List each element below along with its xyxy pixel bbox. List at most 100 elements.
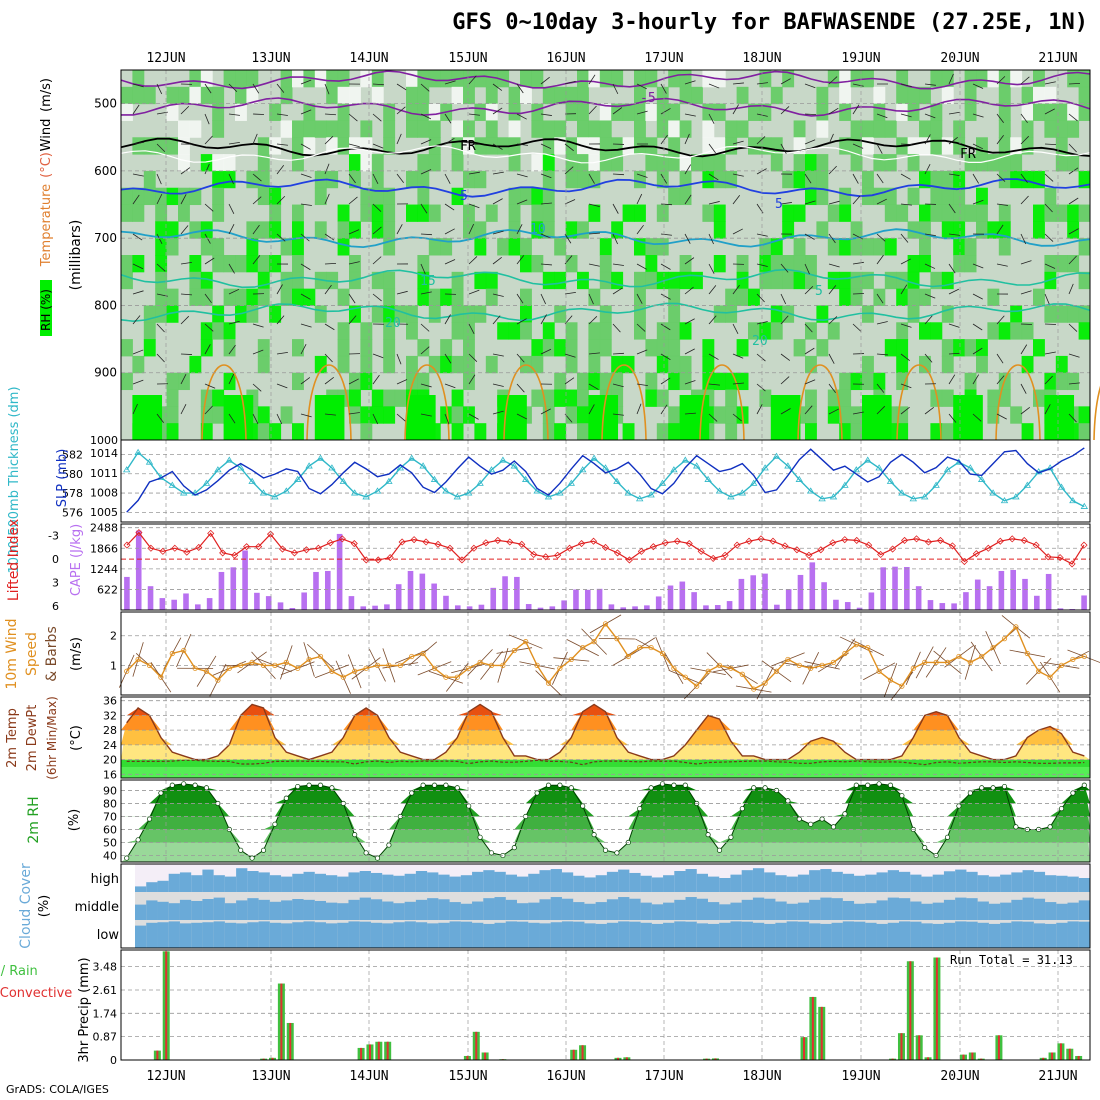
rh-cell [827, 271, 840, 290]
wind-barb [228, 83, 238, 92]
cape-bar [785, 589, 792, 610]
cloud-high-bar [764, 872, 776, 892]
wind-speed-point [899, 683, 905, 689]
bottom-date-label: 13JUN [251, 1069, 290, 1084]
wind-barb [156, 193, 163, 205]
cloud-low-bar [191, 922, 203, 948]
cape-bar [301, 592, 307, 610]
rh-cell [907, 86, 920, 105]
thickness-point [407, 454, 416, 461]
wind-speed-point [1024, 650, 1030, 657]
wind-barb [156, 83, 163, 95]
wind-barb [228, 141, 240, 145]
cloud-high-bar [820, 869, 833, 892]
wind-barb [324, 233, 335, 241]
wind-speed-point [181, 647, 187, 654]
rh-cell [292, 120, 304, 138]
cape-bar [1022, 578, 1028, 610]
wind-barb [708, 353, 719, 360]
rh-cell [1055, 103, 1068, 121]
rh-cell [360, 339, 373, 357]
wind-barb [948, 323, 960, 328]
rh-cell [679, 187, 692, 206]
isotherm-label: 5 [815, 284, 823, 299]
rh-cell [166, 221, 179, 239]
wind-barb [828, 263, 840, 268]
wind-barb [732, 140, 744, 145]
rh-cell [212, 103, 225, 121]
wind-barb [948, 374, 956, 385]
rh-cell [542, 221, 555, 239]
wind-barb [612, 413, 624, 416]
wind-barb [468, 374, 476, 385]
wind-barb [276, 383, 288, 389]
top-date-label: 20JUN [940, 51, 979, 66]
rh-cell [588, 120, 601, 138]
rh-cell [850, 70, 863, 88]
thickness-point [977, 475, 986, 482]
thickness-point [271, 493, 279, 500]
cloud-middle-bar [899, 898, 911, 920]
wind-barb [684, 80, 696, 85]
thickness-point [635, 495, 644, 502]
rh-cell [542, 389, 555, 407]
rh-cell [976, 355, 988, 374]
cloud-middle-bar [988, 903, 1001, 920]
thickness-point [1000, 496, 1009, 504]
wind-barb [612, 323, 621, 333]
lifted-index-point [135, 529, 143, 537]
rh2m-point [477, 834, 483, 840]
rh-cell [656, 322, 669, 340]
wind-barb [396, 173, 404, 183]
rh-cell [816, 305, 829, 323]
cloud-low-bar [539, 923, 552, 948]
rh2m-point [534, 790, 540, 796]
wind-barb [804, 233, 815, 240]
wind-barb [804, 113, 817, 116]
lifted-index-point [1020, 536, 1028, 544]
rh-cell [668, 355, 681, 374]
cloud-low-bar [775, 922, 788, 948]
top-date-label: 19JUN [841, 51, 880, 66]
cloud-low-bar [820, 923, 833, 948]
rh-cell [314, 187, 327, 206]
wind-barb [876, 143, 883, 154]
wind-barb [1020, 290, 1032, 295]
thickness-point [624, 489, 633, 496]
rh-cell [451, 389, 464, 407]
rh-cell [896, 355, 909, 374]
thickness-point [179, 489, 188, 496]
rh-cell [531, 70, 544, 88]
rh-cell [132, 86, 145, 105]
rh-cell [668, 103, 681, 121]
wind-barb [996, 203, 1008, 206]
minmax-axis-label: (6hr Min/Max) [45, 696, 59, 780]
cloud-low-bar [505, 921, 518, 948]
thickness-point [510, 462, 519, 469]
precip-axis-label: 3hr Precip (mm) [77, 957, 92, 1062]
rh-cell [269, 204, 282, 222]
wind-speed-point [602, 621, 609, 627]
rh-cell [998, 204, 1011, 222]
wind-barb [900, 233, 909, 243]
rh-cell [611, 355, 624, 374]
rh2m-point [272, 821, 278, 827]
wind-barb [1068, 413, 1077, 423]
lifted-index-point [769, 537, 777, 545]
rh-cell [577, 389, 589, 407]
rh-cell [599, 120, 612, 138]
cloud-middle-bar [483, 898, 496, 920]
rh-cell [919, 288, 931, 306]
wind-barb [708, 413, 718, 422]
wind-barb [180, 105, 190, 115]
rh-cell [542, 406, 555, 424]
wind-barb [228, 113, 240, 116]
rh-blob [691, 395, 710, 440]
wind-barb [252, 224, 260, 235]
wind-barb [828, 165, 837, 175]
rh-cell [474, 70, 487, 88]
precip-convective-bar [484, 1052, 487, 1060]
thickness-point [715, 487, 724, 494]
rh-cell [531, 154, 544, 172]
rh-cell [212, 406, 225, 424]
